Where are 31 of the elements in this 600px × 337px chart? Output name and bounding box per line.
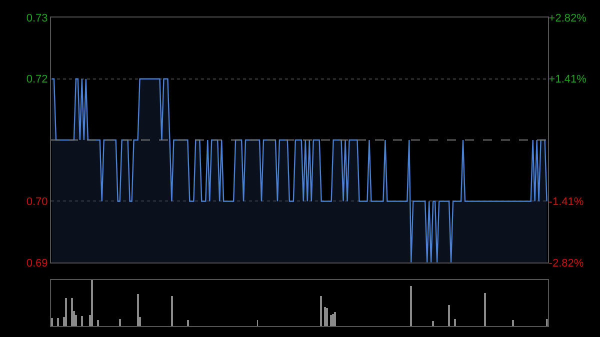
bar [65, 298, 67, 326]
bar [330, 314, 332, 326]
bar [334, 312, 336, 326]
y-tick-label: 0.72 [26, 74, 48, 86]
bar [71, 298, 73, 326]
bar [512, 320, 514, 326]
y-tick-label: 0.70 [26, 196, 48, 208]
bar [51, 318, 53, 326]
bar [410, 286, 412, 326]
bar [484, 292, 486, 326]
bar [432, 320, 434, 326]
y2-tick-label: -1.41% [548, 196, 584, 208]
bar [320, 296, 322, 326]
bar [187, 320, 189, 326]
bar [97, 320, 99, 326]
bar [75, 314, 77, 326]
y2-tick-label: -2.82% [548, 257, 584, 270]
bar [326, 308, 328, 326]
y2-tick-label: +2.82% [548, 12, 587, 25]
bar [57, 318, 59, 326]
bar [324, 306, 326, 326]
bar [171, 296, 173, 326]
y2-tick-label: +1.41% [548, 74, 587, 86]
y-tick-label: 0.69 [26, 257, 48, 270]
bar [448, 304, 450, 326]
bar [81, 316, 83, 326]
bar [91, 280, 93, 326]
bar [119, 318, 121, 326]
bar [137, 294, 139, 326]
bar [454, 318, 456, 326]
y-tick-label: 0.73 [26, 12, 48, 25]
